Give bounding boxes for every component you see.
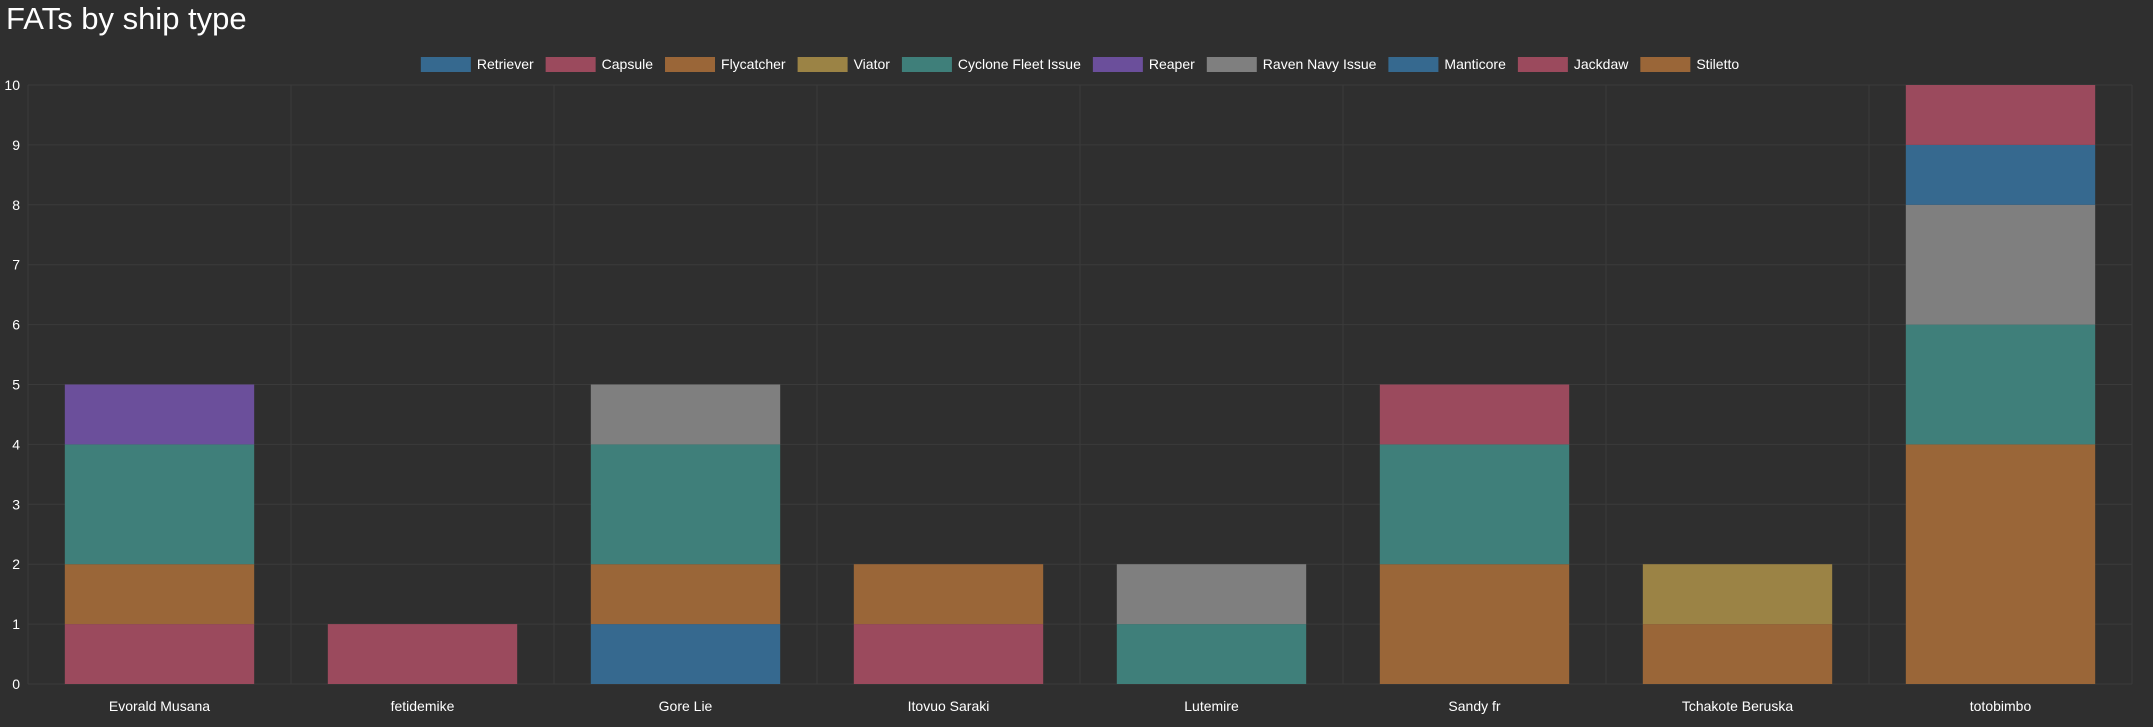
bar-reaper-evorald-musana[interactable] (64, 384, 255, 445)
legend-swatch (1206, 57, 1257, 72)
x-tick-label: Evorald Musana (109, 698, 210, 714)
legend-swatch (901, 57, 952, 72)
bar-raven-navy-issue-lutemire[interactable] (1116, 564, 1307, 625)
x-tick-label: fetidemike (391, 698, 455, 714)
legend-item-jackdaw[interactable]: Jackdaw (1517, 56, 1629, 72)
y-tick-label: 3 (12, 496, 20, 512)
legend-item-retriever[interactable]: Retriever (420, 56, 534, 72)
bars (64, 85, 2096, 684)
bar-capsule-evorald-musana[interactable] (64, 624, 255, 684)
legend-swatch (665, 57, 716, 72)
legend-item-flycatcher[interactable]: Flycatcher (665, 56, 786, 72)
bar-raven-navy-issue-gore-lie[interactable] (590, 384, 781, 445)
bar-capsule-itovuo-saraki[interactable] (853, 624, 1044, 684)
legend-label: Cyclone Fleet Issue (958, 56, 1081, 72)
bar-jackdaw-totobimbo[interactable] (1905, 85, 2096, 145)
legend-swatch (1092, 57, 1143, 72)
bar-cyclone-fleet-issue-sandy-fr[interactable] (1379, 444, 1570, 565)
legend-item-viator[interactable]: Viator (797, 56, 891, 72)
x-tick-label: Tchakote Beruska (1682, 698, 1793, 714)
y-tick-label: 8 (12, 197, 20, 213)
legend-swatch (1517, 57, 1568, 72)
bar-jackdaw-sandy-fr[interactable] (1379, 384, 1570, 445)
legend-label: Viator (854, 56, 891, 72)
y-tick-label: 10 (4, 77, 20, 93)
legend-swatch (545, 57, 596, 72)
y-tick-label: 4 (12, 436, 20, 452)
legend-item-stiletto[interactable]: Stiletto (1640, 56, 1739, 72)
legend-label: Reaper (1149, 56, 1195, 72)
bar-cyclone-fleet-issue-lutemire[interactable] (1116, 624, 1307, 684)
bar-flycatcher-totobimbo[interactable] (1905, 444, 2096, 684)
legend-swatch (797, 57, 848, 72)
bar-manticore-totobimbo[interactable] (1905, 144, 2096, 205)
legend-swatch (1388, 57, 1439, 72)
legend-label: Stiletto (1696, 56, 1739, 72)
bar-capsule-fetidemike[interactable] (327, 624, 518, 684)
legend-item-capsule[interactable]: Capsule (545, 56, 654, 72)
legend-label: Retriever (477, 56, 534, 72)
x-tick-label: Sandy fr (1448, 698, 1500, 714)
bar-retriever-gore-lie[interactable] (590, 624, 781, 684)
bar-flycatcher-tchakote-beruska[interactable] (1642, 624, 1833, 684)
bar-cyclone-fleet-issue-totobimbo[interactable] (1905, 324, 2096, 445)
bar-flycatcher-sandy-fr[interactable] (1379, 564, 1570, 684)
bar-flycatcher-itovuo-saraki[interactable] (853, 564, 1044, 625)
y-tick-label: 9 (12, 137, 20, 153)
legend-label: Manticore (1444, 56, 1506, 72)
legend-label: Capsule (602, 56, 654, 72)
legend-item-reaper[interactable]: Reaper (1092, 56, 1195, 72)
bar-cyclone-fleet-issue-evorald-musana[interactable] (64, 444, 255, 565)
y-tick-label: 2 (12, 556, 20, 572)
legend-swatch (420, 57, 471, 72)
y-tick-label: 6 (12, 317, 20, 333)
x-tick-label: Itovuo Saraki (908, 698, 990, 714)
bar-raven-navy-issue-totobimbo[interactable] (1905, 204, 2096, 325)
x-axis-labels: Evorald Musana fetidemike Gore Lie Itovuo S… (109, 698, 2032, 714)
y-axis-ticks: 0 1 2 3 4 5 6 7 8 9 10 (4, 77, 20, 692)
legend[interactable]: Retriever Capsule Flycatcher Viator Cyclone … (420, 56, 1740, 72)
legend-item-manticore[interactable]: Manticore (1388, 56, 1506, 72)
legend-label: Flycatcher (721, 56, 786, 72)
legend-swatch (1640, 57, 1691, 72)
bar-flycatcher-gore-lie[interactable] (590, 564, 781, 625)
x-tick-label: Gore Lie (659, 698, 713, 714)
legend-item-raven-navy-issue[interactable]: Raven Navy Issue (1206, 56, 1377, 72)
bar-flycatcher-evorald-musana[interactable] (64, 564, 255, 625)
y-tick-label: 5 (12, 377, 20, 393)
x-tick-label: Lutemire (1184, 698, 1239, 714)
y-tick-label: 0 (12, 676, 20, 692)
legend-item-cyclone-fleet-issue[interactable]: Cyclone Fleet Issue (901, 56, 1081, 72)
grid-lines (27, 84, 2133, 685)
bar-cyclone-fleet-issue-gore-lie[interactable] (590, 444, 781, 565)
legend-label: Raven Navy Issue (1263, 56, 1377, 72)
y-tick-label: 7 (12, 257, 20, 273)
legend-label: Jackdaw (1574, 56, 1629, 72)
bar-viator-tchakote-beruska[interactable] (1642, 564, 1833, 625)
x-tick-label: totobimbo (1970, 698, 2032, 714)
y-tick-label: 1 (12, 616, 20, 632)
chart-title: FATs by ship type (6, 1, 247, 36)
